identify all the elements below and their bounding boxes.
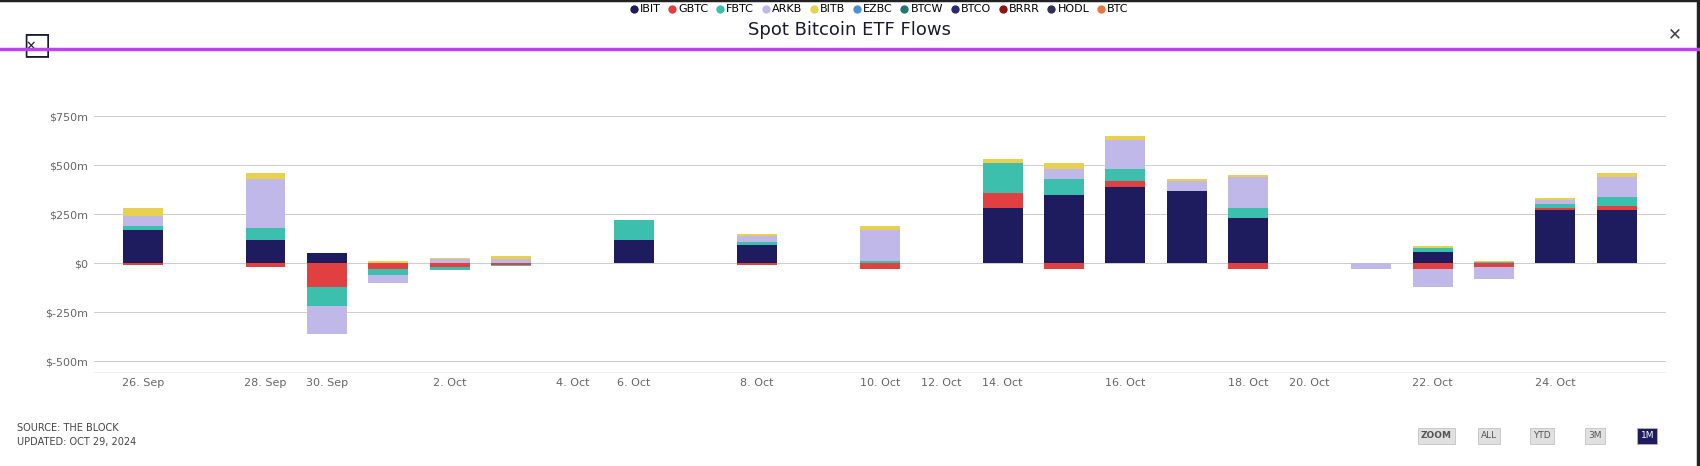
Bar [1596, 177, 1637, 197]
Bar [614, 220, 654, 240]
Bar [1596, 173, 1637, 177]
Bar [1596, 206, 1637, 210]
Text: 1M: 1M [1640, 432, 1654, 440]
Bar [369, 275, 408, 283]
Bar [491, 256, 530, 259]
Bar [736, 246, 777, 263]
Text: ✕: ✕ [1668, 26, 1681, 44]
Bar [983, 208, 1023, 263]
Bar [308, 263, 347, 287]
Bar [122, 226, 163, 230]
Bar [983, 163, 1023, 192]
Bar [1413, 247, 1452, 248]
Bar [1535, 200, 1576, 205]
Bar [1352, 263, 1391, 269]
Bar [1229, 177, 1268, 208]
Bar [491, 259, 530, 263]
Bar [736, 241, 777, 246]
Text: 3M: 3M [1588, 432, 1601, 440]
Bar [736, 263, 777, 265]
Legend: IBIT, GBTC, FBTC, ARKB, BITB, EZBC, BTCW, BTCO, BRRR, HODL, BTC: IBIT, GBTC, FBTC, ARKB, BITB, EZBC, BTCW… [626, 0, 1134, 19]
Bar [983, 192, 1023, 208]
Bar [1474, 267, 1515, 279]
Bar [1044, 263, 1085, 269]
Text: YTD: YTD [1533, 432, 1550, 440]
Bar [1535, 208, 1576, 210]
Bar [245, 240, 286, 263]
Bar [1474, 262, 1515, 263]
Bar [1535, 199, 1576, 200]
Bar [122, 230, 163, 263]
Text: ALL: ALL [1481, 432, 1498, 440]
Bar [1413, 253, 1452, 263]
Bar [308, 254, 347, 263]
Text: □: □ [22, 30, 51, 59]
Text: Spot Bitcoin ETF Flows: Spot Bitcoin ETF Flows [748, 21, 952, 39]
Bar [369, 269, 408, 275]
Bar [1596, 210, 1637, 263]
Bar [1166, 179, 1207, 181]
Bar [1413, 263, 1452, 269]
Bar [1105, 187, 1146, 263]
Bar [430, 263, 469, 267]
Bar [1044, 163, 1085, 169]
Bar [1044, 195, 1085, 263]
Bar [1596, 197, 1637, 206]
Bar [860, 230, 899, 261]
Bar [1229, 208, 1268, 218]
Bar [1229, 175, 1268, 177]
Bar [245, 263, 286, 267]
Bar [736, 236, 777, 241]
Bar [1413, 269, 1452, 287]
Bar [369, 261, 408, 263]
Bar [1105, 140, 1146, 169]
Bar [1166, 181, 1207, 191]
Bar [1044, 179, 1085, 195]
Bar [983, 159, 1023, 163]
Bar [1535, 205, 1576, 208]
Bar [430, 259, 469, 263]
Bar [430, 258, 469, 259]
Bar [1413, 248, 1452, 253]
Bar [245, 228, 286, 240]
Bar [1474, 261, 1515, 262]
Bar [430, 267, 469, 270]
Bar [245, 173, 286, 179]
Bar [122, 216, 163, 226]
Text: ZOOM: ZOOM [1421, 432, 1452, 440]
Bar [1105, 169, 1146, 181]
Bar [1229, 263, 1268, 269]
Bar [491, 265, 530, 266]
Bar [308, 287, 347, 306]
Bar [1105, 136, 1146, 140]
Bar [860, 226, 899, 230]
Bar [1105, 181, 1146, 187]
Bar [860, 261, 899, 263]
Text: ✕: ✕ [26, 40, 36, 53]
Bar [860, 263, 899, 269]
Bar [1474, 263, 1515, 267]
Bar [1166, 191, 1207, 263]
Bar [122, 263, 163, 265]
Bar [1044, 169, 1085, 179]
Bar [736, 234, 777, 236]
Bar [614, 240, 654, 263]
Bar [369, 263, 408, 269]
Bar [308, 306, 347, 334]
Bar [491, 263, 530, 265]
Bar [1229, 218, 1268, 263]
Text: SOURCE: THE BLOCK
UPDATED: OCT 29, 2024: SOURCE: THE BLOCK UPDATED: OCT 29, 2024 [17, 423, 136, 447]
Bar [1535, 210, 1576, 263]
Bar [122, 208, 163, 216]
Bar [245, 179, 286, 228]
